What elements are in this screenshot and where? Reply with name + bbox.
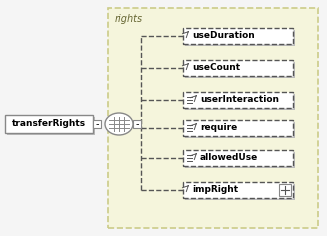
FancyBboxPatch shape — [183, 150, 293, 166]
Text: rights: rights — [115, 14, 143, 24]
Text: -: - — [95, 119, 99, 129]
FancyBboxPatch shape — [183, 28, 293, 44]
Text: allowedUse: allowedUse — [200, 153, 258, 163]
Ellipse shape — [105, 113, 133, 135]
FancyBboxPatch shape — [93, 120, 101, 128]
FancyBboxPatch shape — [183, 120, 293, 136]
FancyBboxPatch shape — [185, 184, 295, 200]
FancyBboxPatch shape — [133, 120, 141, 128]
Text: require: require — [200, 123, 237, 132]
FancyBboxPatch shape — [183, 92, 293, 108]
Text: useDuration: useDuration — [192, 31, 255, 41]
Text: transferRights: transferRights — [12, 119, 86, 128]
FancyBboxPatch shape — [183, 182, 293, 198]
FancyBboxPatch shape — [185, 94, 295, 110]
FancyBboxPatch shape — [108, 8, 318, 228]
FancyBboxPatch shape — [185, 152, 295, 168]
Text: -: - — [135, 119, 139, 129]
Text: impRight: impRight — [192, 185, 238, 194]
FancyBboxPatch shape — [5, 115, 93, 133]
FancyBboxPatch shape — [183, 60, 293, 76]
FancyBboxPatch shape — [279, 184, 291, 196]
FancyBboxPatch shape — [7, 117, 95, 135]
Text: useCount: useCount — [192, 63, 240, 72]
FancyBboxPatch shape — [185, 122, 295, 138]
FancyBboxPatch shape — [185, 62, 295, 78]
Text: userInteraction: userInteraction — [200, 96, 279, 105]
FancyBboxPatch shape — [185, 30, 295, 46]
